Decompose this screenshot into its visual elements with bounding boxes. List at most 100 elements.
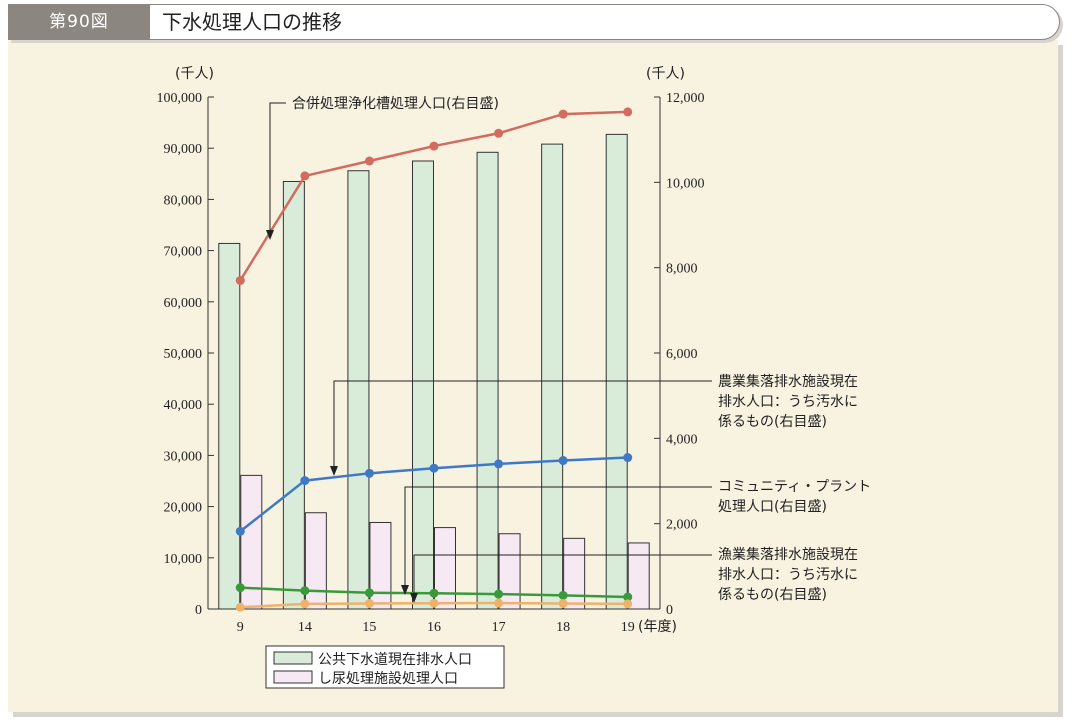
x-axis-unit: (年度)	[638, 619, 677, 635]
bars-group	[218, 133, 650, 610]
bar-night-soil	[240, 474, 263, 610]
line-point-1	[623, 453, 633, 463]
line-point-2	[364, 588, 374, 598]
bar-sewer	[412, 160, 434, 610]
left-tick-label: 20,000	[164, 501, 203, 516]
right-axis-unit: (千人)	[646, 66, 685, 82]
line-point-3	[235, 602, 245, 612]
chart-panel	[8, 40, 1058, 712]
line-point-3	[364, 598, 374, 608]
left-axis-unit: (千人)	[175, 66, 214, 82]
line-point-0	[300, 171, 310, 181]
annotations-group: 合併処理浄化槽処理人口(右目盛) 農業集落排水施設現在排水人口：うち汚水に係るもの…	[266, 96, 871, 603]
annotation-fishery-line: 係るもの(右目盛)	[718, 587, 827, 603]
line-point-1	[364, 468, 374, 478]
line-point-1	[558, 456, 568, 466]
legend-label: 公共下水道現在排水人口	[318, 652, 472, 668]
bar-sewer	[605, 133, 628, 610]
annotation-septic: 合併処理浄化槽処理人口(右目盛)	[292, 96, 499, 112]
left-tick-label: 0	[195, 603, 202, 618]
left-tick-label: 90,000	[164, 142, 203, 157]
annotation-fishery-leader	[413, 554, 712, 594]
line-point-3	[558, 598, 568, 608]
line-point-0	[623, 107, 633, 117]
x-tick-label: 17	[492, 620, 506, 635]
right-tick-label: 6,000	[666, 347, 698, 362]
annotation-community-line: 処理人口(右目盛)	[718, 499, 827, 515]
annotation-community-line: コミュニティ・プラント	[718, 479, 871, 495]
right-tick-label: 0	[666, 603, 673, 618]
line-point-0	[494, 128, 504, 138]
line-point-2	[235, 583, 245, 593]
bar-sewer	[218, 242, 241, 610]
line-point-2	[429, 588, 439, 598]
annotation-community-arrow	[401, 585, 409, 595]
annotation-septic-arrow	[266, 230, 274, 240]
annotation-agri-line: 農業集落排水施設現在	[718, 373, 858, 390]
line-point-0	[429, 141, 439, 151]
line-point-1	[429, 463, 439, 473]
lines-group	[235, 107, 633, 612]
bar-night-soil	[434, 527, 456, 610]
annotation-fishery-arrow	[410, 593, 418, 603]
line-point-3	[623, 599, 633, 609]
line-point-1	[235, 526, 245, 536]
annotation-fishery-line: 漁業集落排水施設現在	[718, 546, 858, 563]
annotation-agri-line: 係るもの(右目盛)	[718, 414, 827, 430]
line-point-1	[494, 459, 504, 469]
left-tick-label: 100,000	[157, 91, 203, 106]
line-point-2	[558, 590, 568, 600]
line-point-3	[429, 598, 439, 608]
annotation-fishery-line: 排水人口：うち汚水に	[718, 567, 858, 583]
left-tick-label: 80,000	[164, 193, 203, 208]
line-point-3	[494, 598, 504, 608]
right-tick-label: 10,000	[666, 176, 705, 191]
left-tick-label: 40,000	[164, 398, 203, 413]
right-tick-label: 4,000	[666, 432, 698, 447]
bar-night-soil	[563, 537, 586, 610]
annotation-community-leader	[404, 486, 712, 586]
x-tick-label: 18	[556, 620, 570, 635]
header-bar	[8, 4, 1060, 40]
bar-sewer	[347, 170, 370, 610]
line-point-2	[494, 589, 504, 599]
x-tick-label: 16	[427, 620, 441, 635]
line-point-0	[235, 275, 245, 285]
x-tick-label: 9	[237, 620, 244, 635]
bar-night-soil	[304, 512, 327, 610]
x-tick-label: 14	[298, 620, 312, 635]
figure-title: 下水処理人口の推移	[162, 10, 342, 34]
line-point-0	[558, 109, 568, 119]
left-tick-label: 60,000	[164, 296, 203, 311]
bar-sewer	[541, 143, 564, 610]
legend-swatch	[273, 670, 313, 684]
x-tick-label: 15	[362, 620, 376, 635]
right-tick-label: 2,000	[666, 518, 698, 533]
line-point-0	[364, 156, 374, 166]
figure-number: 第90図	[8, 4, 150, 40]
annotation-agri-leader	[333, 380, 712, 467]
bar-night-soil	[498, 533, 521, 610]
x-tick-label: 19	[621, 620, 635, 635]
left-tick-label: 30,000	[164, 449, 203, 464]
right-tick-label: 12,000	[666, 91, 705, 106]
bar-night-soil	[627, 542, 650, 610]
line-point-2	[300, 586, 310, 596]
line-point-2	[623, 592, 633, 602]
bar-sewer	[282, 180, 305, 610]
line-point-3	[300, 599, 310, 609]
annotation-agri-arrow	[330, 466, 338, 476]
legend-label: し尿処理施設処理人口	[318, 671, 458, 687]
left-tick-label: 10,000	[164, 552, 203, 567]
left-tick-label: 50,000	[164, 347, 203, 362]
legend-swatch	[273, 651, 313, 665]
annotation-agri-line: 排水人口：うち汚水に	[718, 394, 858, 410]
bar-night-soil	[369, 521, 392, 610]
left-tick-label: 70,000	[164, 245, 203, 260]
annotation-septic-leader	[269, 102, 286, 232]
right-tick-label: 8,000	[666, 262, 698, 277]
line-point-1	[300, 476, 310, 486]
